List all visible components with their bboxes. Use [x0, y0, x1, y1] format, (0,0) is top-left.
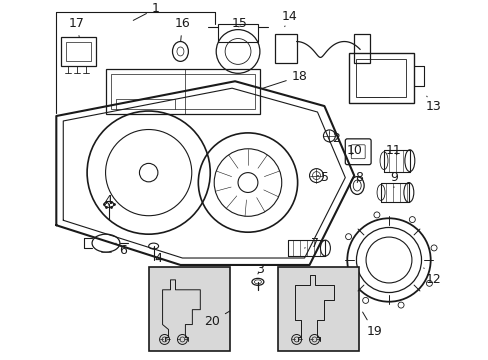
Bar [106, 69, 259, 114]
Text: 2: 2 [329, 132, 340, 145]
Bar [148, 267, 230, 351]
Text: 13: 13 [425, 96, 441, 113]
Text: 14: 14 [281, 10, 297, 27]
Text: 15: 15 [232, 17, 247, 30]
Bar [348, 53, 413, 103]
Text: 6: 6 [116, 243, 126, 257]
Text: 9: 9 [389, 171, 397, 188]
Text: 5: 5 [317, 171, 329, 184]
Text: 3: 3 [255, 264, 264, 276]
Circle shape [373, 212, 379, 218]
Text: 18: 18 [262, 70, 307, 88]
Text: 17: 17 [68, 17, 84, 37]
Text: 1: 1 [133, 2, 159, 21]
Circle shape [430, 245, 436, 251]
Circle shape [397, 302, 403, 308]
Text: 19: 19 [362, 312, 381, 338]
Bar [218, 24, 257, 41]
Text: 7: 7 [304, 237, 318, 249]
Text: 11: 11 [386, 144, 401, 157]
Text: 4: 4 [153, 248, 162, 265]
Text: 8: 8 [354, 171, 363, 184]
Bar [61, 37, 96, 66]
Text: 20: 20 [204, 311, 229, 328]
Text: 10: 10 [346, 144, 362, 157]
Bar [353, 33, 369, 63]
Bar [355, 59, 405, 97]
Text: 16: 16 [174, 17, 190, 41]
Text: 4: 4 [104, 194, 112, 207]
Circle shape [408, 217, 414, 222]
Bar [66, 41, 91, 62]
Circle shape [426, 280, 431, 286]
Circle shape [362, 297, 368, 303]
Bar [111, 74, 254, 109]
Bar [277, 267, 359, 351]
Text: 12: 12 [423, 268, 441, 286]
Circle shape [345, 234, 351, 240]
Circle shape [340, 269, 346, 275]
Bar [274, 33, 296, 63]
